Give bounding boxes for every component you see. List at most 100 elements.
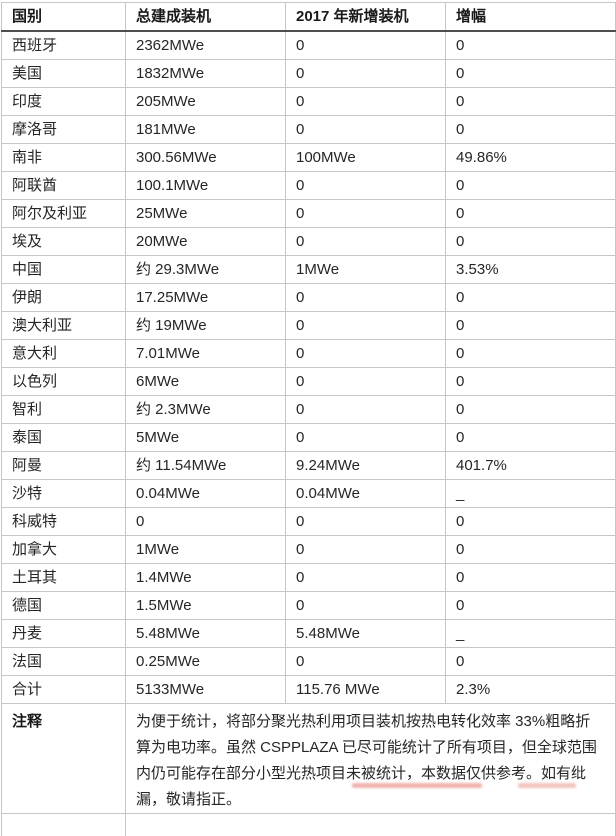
table-row: 以色列 6MWe 0 0 bbox=[1, 367, 616, 396]
cell-2017-added: 0 bbox=[285, 199, 446, 228]
cell-growth: 0 bbox=[445, 647, 616, 676]
table-row: 南非 300.56MWe 100MWe 49.86% bbox=[1, 143, 616, 172]
note-row: 注释 为便于统计，将部分聚光热利用项目装机按热电转化效率 33%粗略折算为电功率… bbox=[1, 703, 616, 814]
cell-2017-added: 100MWe bbox=[285, 143, 446, 172]
cell-growth: 0 bbox=[445, 115, 616, 144]
cell-country: 阿尔及利亚 bbox=[1, 199, 126, 228]
cell-country: 泰国 bbox=[1, 423, 126, 452]
cell-growth: 401.7% bbox=[445, 451, 616, 480]
cutoff-cell-right bbox=[125, 813, 616, 836]
table-row: 泰国 5MWe 0 0 bbox=[1, 423, 616, 452]
cell-total-capacity: 约 29.3MWe bbox=[125, 255, 286, 284]
cell-total-capacity: 1.4MWe bbox=[125, 563, 286, 592]
table-row: 合计 5133MWe 115.76 MWe 2.3% bbox=[1, 675, 616, 704]
cell-total-capacity: 5.48MWe bbox=[125, 619, 286, 648]
header-total-capacity: 总建成装机 bbox=[125, 2, 286, 32]
cell-total-capacity: 17.25MWe bbox=[125, 283, 286, 312]
cell-total-capacity: 181MWe bbox=[125, 115, 286, 144]
cell-growth: 0 bbox=[445, 339, 616, 368]
cell-2017-added: 0 bbox=[285, 507, 446, 536]
cell-total-capacity: 20MWe bbox=[125, 227, 286, 256]
cell-total-capacity: 约 11.54MWe bbox=[125, 451, 286, 480]
cell-total-capacity: 1.5MWe bbox=[125, 591, 286, 620]
cell-country: 伊朗 bbox=[1, 283, 126, 312]
cell-2017-added: 0 bbox=[285, 423, 446, 452]
cell-total-capacity: 0 bbox=[125, 507, 286, 536]
cell-growth: 0 bbox=[445, 535, 616, 564]
table-row: 法国 0.25MWe 0 0 bbox=[1, 647, 616, 676]
cell-2017-added: 1MWe bbox=[285, 255, 446, 284]
table-row: 美国 1832MWe 0 0 bbox=[1, 59, 616, 88]
cell-2017-added: 0 bbox=[285, 339, 446, 368]
table-row: 阿联酋 100.1MWe 0 0 bbox=[1, 171, 616, 200]
cell-growth: 0 bbox=[445, 423, 616, 452]
cell-country: 印度 bbox=[1, 87, 126, 116]
table-row: 沙特 0.04MWe 0.04MWe _ bbox=[1, 479, 616, 508]
cell-country: 美国 bbox=[1, 59, 126, 88]
cell-country: 德国 bbox=[1, 591, 126, 620]
cell-growth: 2.3% bbox=[445, 675, 616, 704]
cell-country: 智利 bbox=[1, 395, 126, 424]
table-row: 伊朗 17.25MWe 0 0 bbox=[1, 283, 616, 312]
cell-growth: 0 bbox=[445, 171, 616, 200]
table-row: 摩洛哥 181MWe 0 0 bbox=[1, 115, 616, 144]
cell-2017-added: 0.04MWe bbox=[285, 479, 446, 508]
cell-growth: 0 bbox=[445, 591, 616, 620]
cell-2017-added: 115.76 MWe bbox=[285, 675, 446, 704]
table-row: 西班牙 2362MWe 0 0 bbox=[1, 30, 616, 60]
note-label: 注释 bbox=[1, 703, 126, 814]
cell-2017-added: 0 bbox=[285, 283, 446, 312]
cell-country: 意大利 bbox=[1, 339, 126, 368]
cell-country: 科威特 bbox=[1, 507, 126, 536]
table-row: 中国约 29.3MWe 1MWe 3.53% bbox=[1, 255, 616, 284]
cell-total-capacity: 205MWe bbox=[125, 87, 286, 116]
cell-country: 中国 bbox=[1, 255, 126, 284]
cell-country: 南非 bbox=[1, 143, 126, 172]
cell-total-capacity: 5133MWe bbox=[125, 675, 286, 704]
cell-total-capacity: 7.01MWe bbox=[125, 339, 286, 368]
note-text: 为便于统计，将部分聚光热利用项目装机按热电转化效率 33%粗略折算为电功率。虽然… bbox=[125, 703, 616, 814]
cell-2017-added: 0 bbox=[285, 535, 446, 564]
cell-country: 阿曼 bbox=[1, 451, 126, 480]
table-row: 德国 1.5MWe 0 0 bbox=[1, 591, 616, 620]
cell-country: 沙特 bbox=[1, 479, 126, 508]
cell-total-capacity: 0.25MWe bbox=[125, 647, 286, 676]
cell-total-capacity: 300.56MWe bbox=[125, 143, 286, 172]
table-row: 丹麦 5.48MWe 5.48MWe _ bbox=[1, 619, 616, 648]
cell-country: 埃及 bbox=[1, 227, 126, 256]
cell-total-capacity: 25MWe bbox=[125, 199, 286, 228]
cell-growth: 0 bbox=[445, 311, 616, 340]
table-row: 埃及 20MWe 0 0 bbox=[1, 227, 616, 256]
cell-growth: 0 bbox=[445, 227, 616, 256]
cell-country: 摩洛哥 bbox=[1, 115, 126, 144]
table-row: 印度 205MWe 0 0 bbox=[1, 87, 616, 116]
header-row: 国别 总建成装机 2017 年新增装机 增幅 bbox=[1, 2, 616, 32]
table-body: 西班牙 2362MWe 0 0 美国 1832MWe 0 0 印度 205MWe 0 0 摩洛哥 181M… bbox=[1, 30, 616, 704]
cell-country: 阿联酋 bbox=[1, 171, 126, 200]
header-growth: 增幅 bbox=[445, 2, 616, 32]
cell-country: 加拿大 bbox=[1, 535, 126, 564]
cell-2017-added: 0 bbox=[285, 87, 446, 116]
cutoff-cell-left bbox=[1, 813, 126, 836]
table-row: 阿尔及利亚 25MWe 0 0 bbox=[1, 199, 616, 228]
cell-2017-added: 5.48MWe bbox=[285, 619, 446, 648]
cell-country: 合计 bbox=[1, 675, 126, 704]
cutoff-next-row bbox=[1, 813, 616, 836]
cell-country: 法国 bbox=[1, 647, 126, 676]
cell-2017-added: 0 bbox=[285, 59, 446, 88]
table-row: 土耳其 1.4MWe 0 0 bbox=[1, 563, 616, 592]
header-2017-added: 2017 年新增装机 bbox=[285, 2, 446, 32]
cell-growth: 0 bbox=[445, 59, 616, 88]
table-footer: 注释 为便于统计，将部分聚光热利用项目装机按热电转化效率 33%粗略折算为电功率… bbox=[1, 703, 616, 836]
cell-2017-added: 0 bbox=[285, 395, 446, 424]
cell-total-capacity: 约 19MWe bbox=[125, 311, 286, 340]
cell-total-capacity: 约 2.3MWe bbox=[125, 395, 286, 424]
cell-total-capacity: 5MWe bbox=[125, 423, 286, 452]
cell-growth: 0 bbox=[445, 507, 616, 536]
table-row: 阿曼约 11.54MWe 9.24MWe 401.7% bbox=[1, 451, 616, 480]
cell-2017-added: 0 bbox=[285, 115, 446, 144]
cell-2017-added: 0 bbox=[285, 171, 446, 200]
table-row: 意大利 7.01MWe 0 0 bbox=[1, 339, 616, 368]
